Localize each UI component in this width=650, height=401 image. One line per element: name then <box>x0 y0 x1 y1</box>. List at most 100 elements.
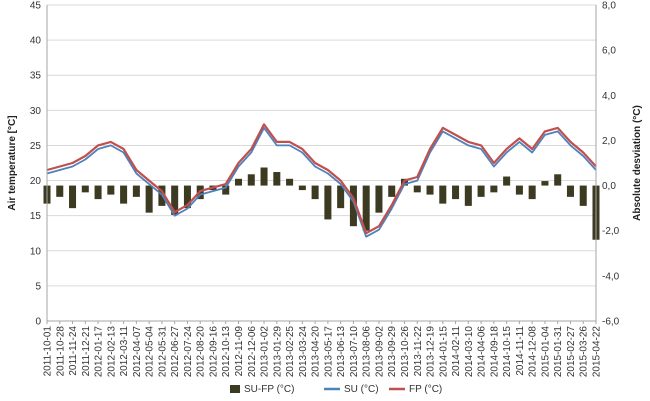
x-tick-label: 2013-05-17 <box>323 326 334 378</box>
x-tick-label: 2012-03-11 <box>119 326 130 377</box>
legend: SU-FP (°C) SU (°C) FP (°C) <box>230 384 442 395</box>
y-tick-label: 20 <box>30 176 42 187</box>
x-axis-ticks: 2011-10-01 2011-10-28 2011-11-24 2011-12-21… <box>43 321 603 377</box>
deviation-bar <box>120 185 128 204</box>
x-tick-label: 2012-08-20 <box>196 326 207 378</box>
y-tick-label: 10 <box>30 246 42 257</box>
x-tick-label: 2013-09-02 <box>374 326 385 378</box>
series-line-fp <box>46 123 597 235</box>
x-tick-label: 2012-12-06 <box>247 326 258 378</box>
deviation-bar <box>324 185 332 220</box>
deviation-bar <box>439 185 447 204</box>
deviation-bar <box>107 185 115 195</box>
x-tick-label: 2011-10-01 <box>43 326 54 377</box>
deviation-bar <box>464 185 472 206</box>
x-tick-label: 2012-01-17 <box>94 326 105 378</box>
x-tick-label: 2013-03-24 <box>298 326 309 378</box>
y-tick-label: 5 <box>35 281 41 292</box>
x-tick-label: 2012-05-04 <box>145 326 156 378</box>
y-tick-label: 0 <box>35 317 41 328</box>
x-tick-label: 2012-11-09 <box>234 326 245 377</box>
x-tick-label: 2014-04-06 <box>477 326 488 378</box>
deviation-bar <box>503 176 511 186</box>
y2-tick-label: 6,0 <box>602 46 616 57</box>
deviation-bar <box>566 185 574 197</box>
x-tick-label: 2014-10-15 <box>502 326 513 378</box>
deviation-bar <box>286 178 294 186</box>
y2-tick-label: 2,0 <box>602 136 616 147</box>
x-tick-label: 2011-10-28 <box>55 326 66 377</box>
x-tick-label: 2014-01-15 <box>438 326 449 378</box>
series-lines <box>46 123 597 238</box>
deviation-bar <box>132 185 140 197</box>
y2-axis-ticks: -6,0 -4,0 -2,0 0,0 2,0 4,0 6,0 8,0 <box>602 1 620 328</box>
y2-tick-label: -4,0 <box>602 271 620 282</box>
x-tick-label: 2012-07-24 <box>183 326 194 378</box>
x-tick-label: 2013-06-13 <box>336 326 347 378</box>
x-tick-label: 2012-06-27 <box>170 326 181 378</box>
y2-tick-label: 0,0 <box>602 181 616 192</box>
y2-tick-label: -6,0 <box>602 317 620 328</box>
deviation-bar <box>94 185 102 200</box>
x-tick-label: 2015-01-31 <box>553 326 564 378</box>
deviation-bar <box>413 185 421 193</box>
x-tick-label: 2014-03-10 <box>464 326 475 378</box>
deviation-bar <box>247 174 255 186</box>
y-tick-label: 40 <box>30 36 42 47</box>
deviation-bar <box>69 185 77 209</box>
x-tick-label: 2013-01-02 <box>260 326 271 378</box>
x-tick-label: 2012-05-31 <box>157 326 168 378</box>
deviation-bar <box>145 185 153 213</box>
deviation-bar <box>528 185 536 200</box>
deviation-bar <box>56 185 64 197</box>
gridlines <box>47 4 596 322</box>
deviation-bar <box>477 185 485 197</box>
x-tick-label: 2014-12-08 <box>528 326 539 378</box>
legend-label: SU-FP (°C) <box>244 384 294 395</box>
x-tick-label: 2014-11-11 <box>515 326 526 376</box>
series-line-su <box>46 127 597 238</box>
x-tick-label: 2012-04-07 <box>132 326 143 378</box>
x-tick-label: 2013-09-29 <box>387 326 398 378</box>
x-tick-label: 2012-02-13 <box>106 326 117 378</box>
deviation-bar <box>260 167 268 186</box>
x-tick-label: 2014-09-18 <box>489 326 500 378</box>
deviation-bar <box>311 185 319 200</box>
y-axis-ticks: 0 5 10 15 20 25 30 35 40 45 <box>30 1 42 328</box>
x-tick-label: 2015-04-22 <box>592 326 603 378</box>
deviation-bar <box>349 185 357 227</box>
deviation-bar <box>426 185 434 195</box>
deviation-bar <box>515 185 523 195</box>
deviation-bar <box>337 185 345 209</box>
y-tick-label: 15 <box>30 211 42 222</box>
x-tick-label: 2013-11-22 <box>413 326 424 377</box>
axes <box>46 5 597 322</box>
deviation-bar <box>388 185 396 197</box>
x-tick-label: 2014-02-11 <box>451 326 462 377</box>
deviation-bar <box>183 185 191 209</box>
x-tick-label: 2013-07-10 <box>349 326 360 378</box>
y2-tick-label: -2,0 <box>602 226 620 237</box>
deviation-bar <box>452 185 460 200</box>
x-tick-label: 2013-02-25 <box>285 326 296 378</box>
y-tick-label: 45 <box>30 1 42 12</box>
y-tick-label: 25 <box>30 141 42 152</box>
x-tick-label: 2015-03-26 <box>579 326 590 378</box>
x-tick-label: 2011-12-21 <box>81 326 92 377</box>
deviation-bar <box>375 185 383 213</box>
deviation-bar <box>81 185 89 193</box>
deviation-bar <box>235 178 243 186</box>
x-tick-label: 2013-04-20 <box>311 326 322 378</box>
deviation-bar <box>298 185 306 191</box>
deviation-bar <box>579 185 587 206</box>
x-tick-label: 2011-11-24 <box>68 326 79 376</box>
deviation-bars <box>43 167 600 240</box>
y2-axis-title: Absolute desviation (°C) <box>632 105 643 221</box>
deviation-bar <box>490 185 498 193</box>
legend-label: FP (°C) <box>409 384 442 395</box>
x-tick-label: 2015-02-27 <box>566 326 577 378</box>
y2-tick-label: 4,0 <box>602 91 616 102</box>
x-tick-label: 2013-10-26 <box>400 326 411 378</box>
y2-tick-label: 8,0 <box>602 1 616 12</box>
